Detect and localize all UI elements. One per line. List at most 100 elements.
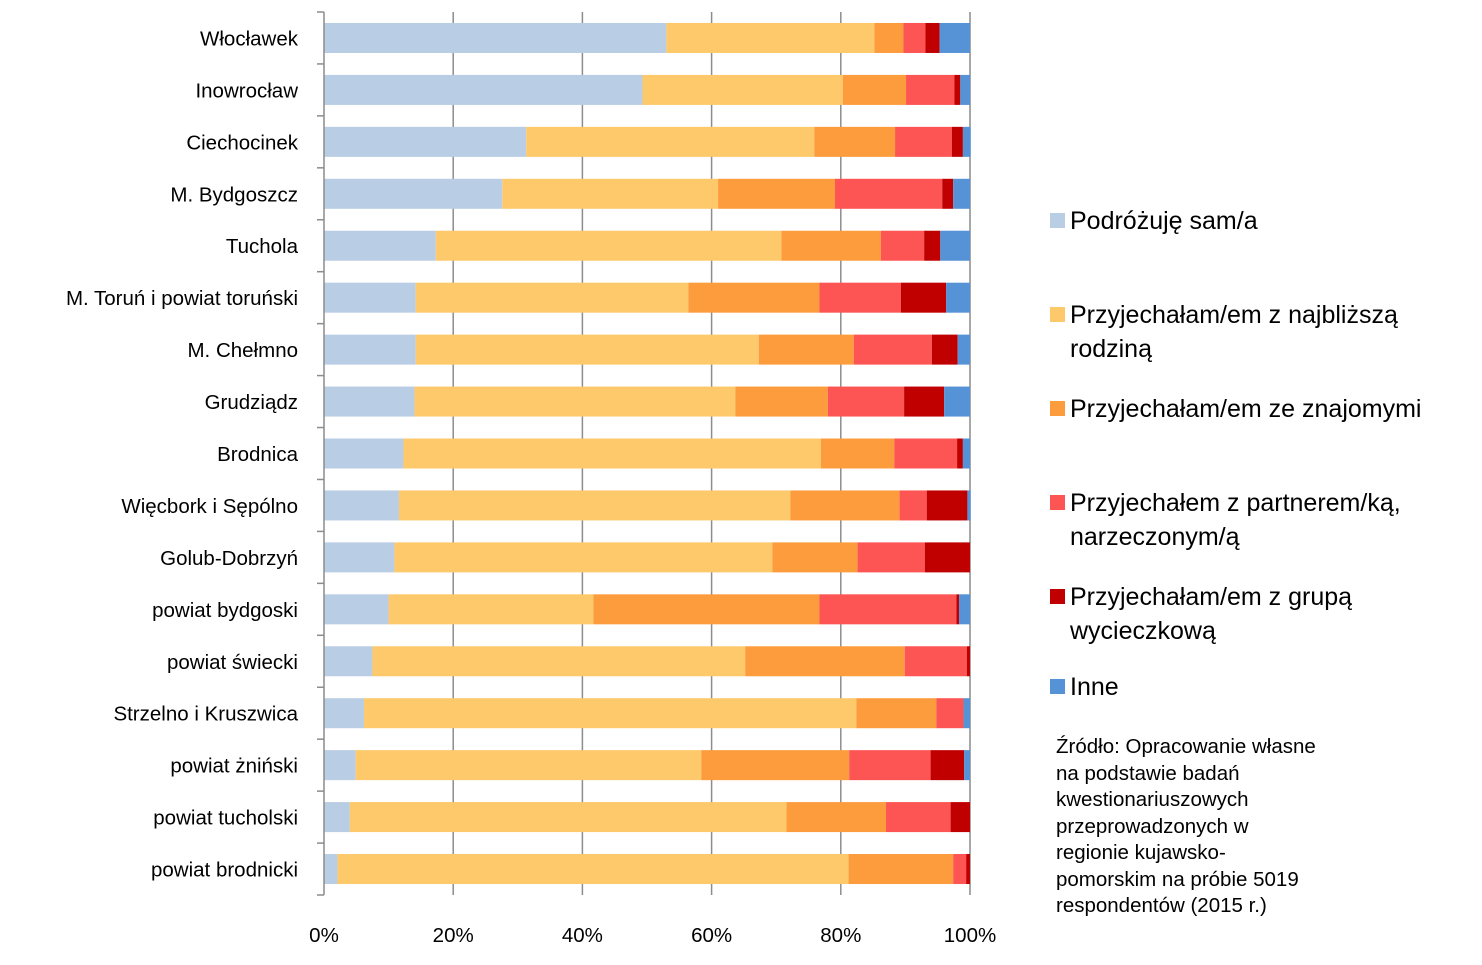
bar-segment [718,178,835,209]
bar-segment [904,646,967,677]
bar-segment [394,542,773,573]
bar-segment [415,334,759,365]
legend-label: Przyjechałem z partnerem/ką, narzeczonym… [1070,489,1401,551]
bar-segment [926,490,968,521]
legend-item-podrozuje-sam: Podróżuję sam/a [1050,204,1258,238]
bar-segment [324,178,503,209]
legend-item-najblizsza-rodzina: Przyjechałam/em z najbliższą rodziną [1050,298,1398,366]
legend-swatch [1050,589,1065,604]
legend-swatch [1050,679,1065,694]
bar-segment [666,22,875,53]
bar-segment [903,22,926,53]
bar-segment [963,698,970,729]
bar-segment [745,646,905,677]
legend-label: Inne [1070,673,1119,701]
bar-segment [962,438,970,469]
bar-segment [924,542,970,573]
x-tick-label: 60% [691,924,732,947]
bar-segment [959,594,970,625]
bar-segment [944,386,970,417]
bar-segment [324,750,356,781]
legend-swatch [1050,307,1065,322]
bar-segment [900,282,947,313]
bar-segment [857,542,925,573]
bar-segment [790,490,900,521]
y-tick-label: M. Bydgoszcz [170,183,298,206]
bar-segment [848,854,954,885]
bar-segment [398,490,791,521]
y-tick-label: M. Chełmno [187,339,298,362]
bar-segment [849,750,931,781]
bar-segment [853,334,932,365]
stacked-bar-chart: Włocławek Inowrocław Ciechocinek M. Bydgosz… [66,11,996,947]
bar-segment [930,750,965,781]
bar-segment [324,438,404,469]
x-tick-label: 0% [309,924,339,947]
bar-segment [960,74,970,105]
chart-legend: Podróżuję sam/a Przyjechałam/em z najbli… [1050,0,1480,965]
bar-segment [324,698,365,729]
y-tick-label: Inowrocław [195,79,298,102]
y-tick-label: Strzelno i Kruszwica [113,703,298,726]
bar-segment [349,802,787,833]
bar-segment [880,230,925,261]
legend-swatch [1050,213,1065,228]
bar-segment [842,74,907,105]
bar-segment [435,230,782,261]
bar-segment [372,646,746,677]
bar-segment [324,542,395,573]
bar-segment [951,126,963,157]
bar-segment [895,126,952,157]
y-tick-label: Golub-Dobrzyń [160,547,298,570]
bar-segment [781,230,881,261]
bar-segment [931,334,958,365]
bar-segment [964,750,970,781]
bar-segment [414,386,736,417]
source-note: Źródło: Opracowanie własne na podstawie … [1056,735,1316,917]
legend-item-znajomi: Przyjechałam/em ze znajomymi [1050,392,1422,426]
bar-segment [925,22,940,53]
bar-segment [950,802,970,833]
bar-segment [899,490,927,521]
legend-label: Podróżuję sam/a [1070,207,1258,235]
y-tick-label: powiat brodnicki [151,859,298,882]
bar-segment [886,802,951,833]
x-tick-label: 20% [433,924,474,947]
bar-segment [324,490,399,521]
bar-segment [942,178,954,209]
bar-segment [814,126,896,157]
y-tick-label: Tuchola [226,235,299,258]
bar-segment [966,646,970,677]
bar-segment [324,126,527,157]
bar-segment [936,698,964,729]
bar-segment [953,854,967,885]
bar-segment [324,22,667,53]
bar-segment [758,334,854,365]
bar-segment [827,386,905,417]
bar-segment [967,490,971,521]
y-tick-label: powiat świecki [167,651,298,674]
bar-segment [966,854,970,885]
bar-segment [355,750,702,781]
bar-segment [957,438,963,469]
bar-segment [688,282,820,313]
bar-segment [820,438,895,469]
y-tick-label: M. Toruń i powiat toruński [66,287,298,310]
bar-segment [924,230,941,261]
y-tick-label: Ciechocinek [186,131,298,154]
bar-segment [701,750,850,781]
bar-segment [415,282,689,313]
bar-segment [324,74,643,105]
bar-segment [735,386,828,417]
legend-swatch [1050,401,1065,416]
bar-segment [324,854,338,885]
y-tick-label: powiat tucholski [153,807,298,830]
legend-item-partner: Przyjechałem z partnerem/ką, narzeczonym… [1050,486,1401,554]
bar-segment [834,178,943,209]
bar-segment [856,698,937,729]
bar-segment [957,334,970,365]
bar-segment [946,282,970,313]
bar-segment [894,438,958,469]
bar-segment [940,230,970,261]
bar-segment [324,594,389,625]
